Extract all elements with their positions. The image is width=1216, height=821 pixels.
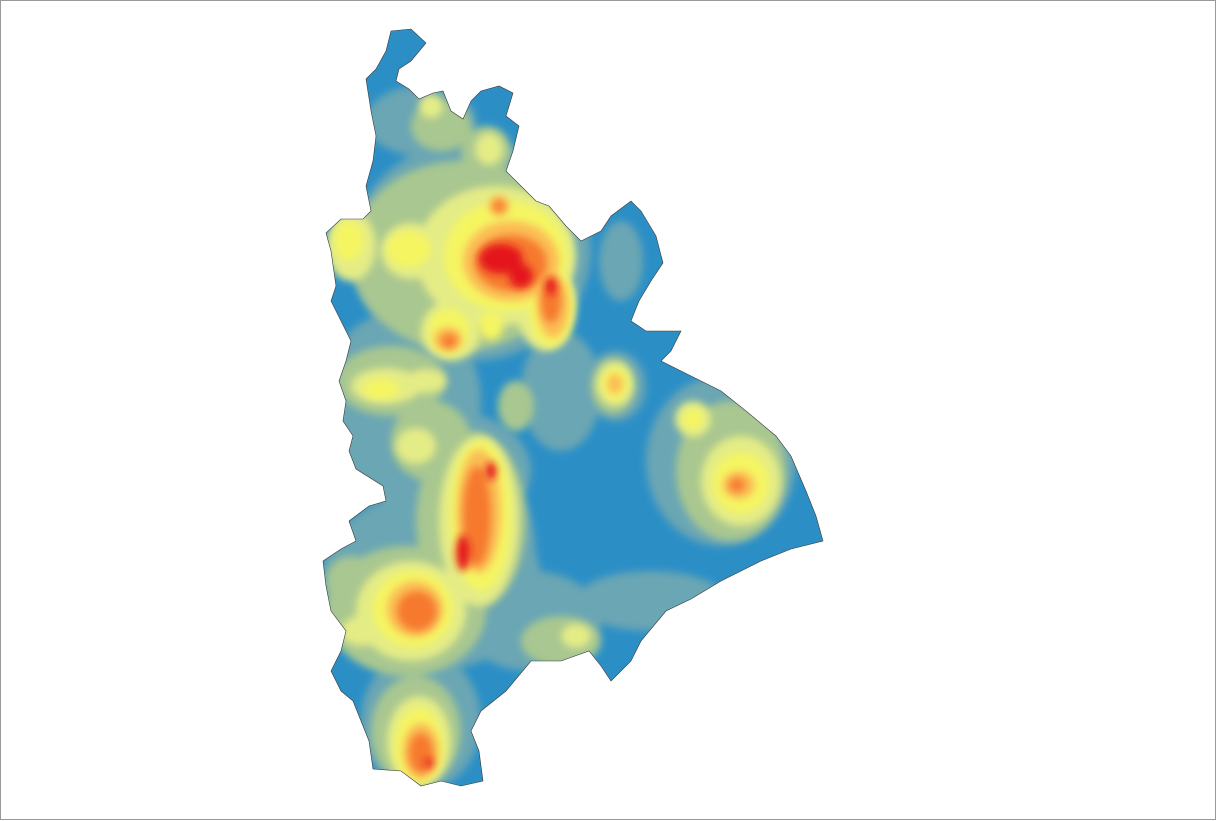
band-peak	[425, 244, 556, 768]
density-layers	[323, 86, 796, 786]
